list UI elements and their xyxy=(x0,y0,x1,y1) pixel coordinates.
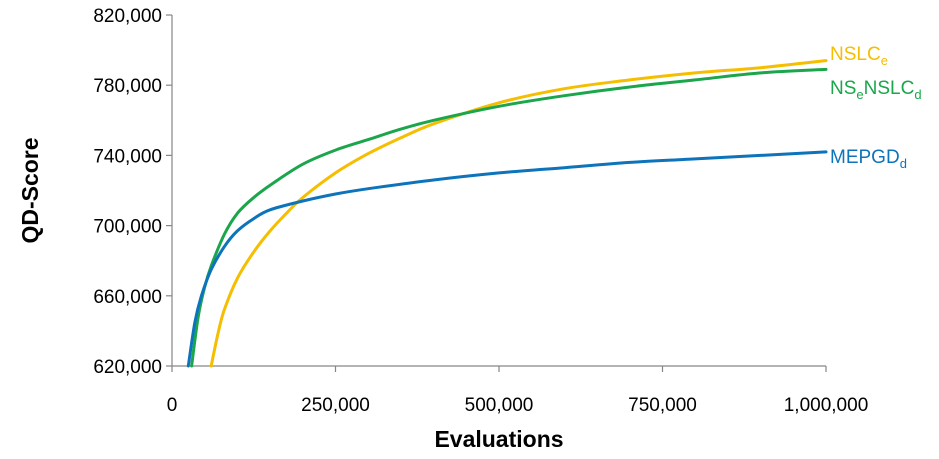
series-line-NSeNSLCd xyxy=(190,67,828,368)
x-axis-title: Evaluations xyxy=(434,426,563,452)
x-tick-label: 250,000 xyxy=(301,395,370,416)
series-label-NSLCe: NSLCe xyxy=(830,44,888,68)
series-labels: NSLCe NSeNSLCd MEPGDd xyxy=(830,44,922,171)
y-tick-label: 780,000 xyxy=(93,76,162,97)
y-tick-label: 820,000 xyxy=(93,6,162,27)
y-tick-label: 620,000 xyxy=(93,357,162,378)
x-tick-label: 0 xyxy=(167,395,178,416)
series-label-NSeNSLCd: NSeNSLCd xyxy=(830,78,922,102)
y-tick-label: 700,000 xyxy=(93,217,162,238)
y-tick-label: 660,000 xyxy=(93,287,162,308)
series-label-MEPGDd: MEPGDd xyxy=(830,147,907,171)
axes xyxy=(166,14,827,372)
y-tick-label: 740,000 xyxy=(93,146,162,167)
series-line-NSLCe xyxy=(209,59,828,368)
x-tick-label: 500,000 xyxy=(465,395,534,416)
x-tick-label: 1,000,000 xyxy=(784,395,869,416)
tick-labels: 620,000 660,000 700,000 740,000 780,000 820,0… xyxy=(93,6,868,416)
y-axis-title: QD-Score xyxy=(17,137,43,243)
series-lines xyxy=(186,59,828,368)
series-line-MEPGDd xyxy=(186,150,828,368)
x-tick-label: 750,000 xyxy=(628,395,697,416)
